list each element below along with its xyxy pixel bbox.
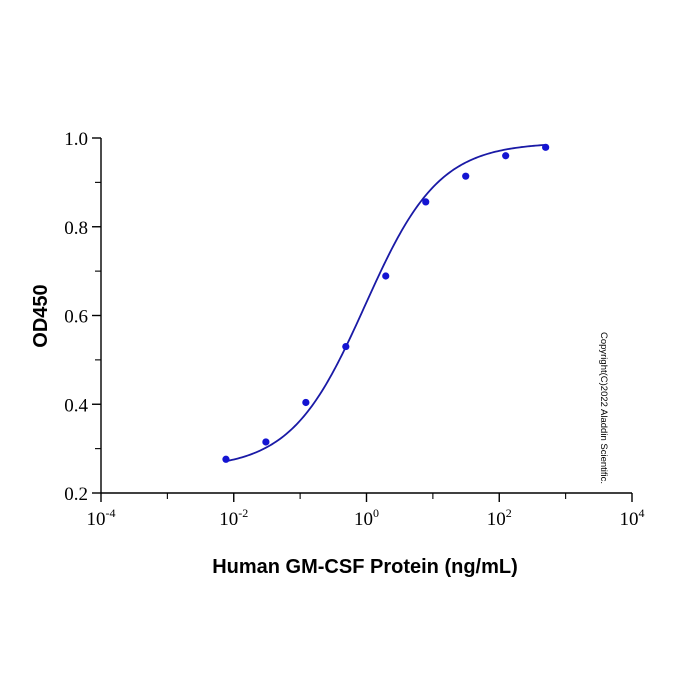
data-point: [342, 342, 350, 351]
data-point: [302, 398, 310, 407]
data-point: [222, 455, 230, 463]
y-tick-label: 0.2: [64, 484, 88, 505]
data-point: [462, 172, 470, 180]
minor-ticks: [95, 181, 567, 499]
copyright-annotation: Copyright(C)2022 Aladdin Scientific.: [598, 332, 609, 484]
data-point: [382, 272, 390, 280]
fit-curve: [225, 143, 546, 463]
data-point: [262, 438, 270, 446]
x-axis-title: Human GM-CSF Protein (ng/mL): [212, 556, 518, 578]
x-tick-label: 100: [354, 506, 379, 530]
data-points: [222, 143, 550, 463]
major-ticks: [92, 137, 633, 502]
y-tick-label: 0.8: [64, 218, 88, 239]
x-tick-label: 10-4: [87, 506, 116, 530]
x-tick-labels: 10-4 10-2 100 102 104: [87, 506, 645, 530]
x-tick-label: 104: [620, 506, 645, 530]
x-tick-label: 10-2: [219, 506, 248, 530]
y-tick-label: 0.6: [64, 307, 88, 328]
y-tick-labels: 0.2 0.4 0.6 0.8 1.0: [64, 129, 88, 505]
data-point: [422, 198, 430, 206]
data-point: [542, 143, 550, 151]
x-tick-label: 102: [487, 506, 512, 530]
data-point: [502, 152, 510, 160]
y-tick-label: 0.4: [64, 395, 88, 416]
y-axis-title: OD450: [30, 284, 52, 347]
y-tick-label: 1.0: [64, 129, 88, 150]
